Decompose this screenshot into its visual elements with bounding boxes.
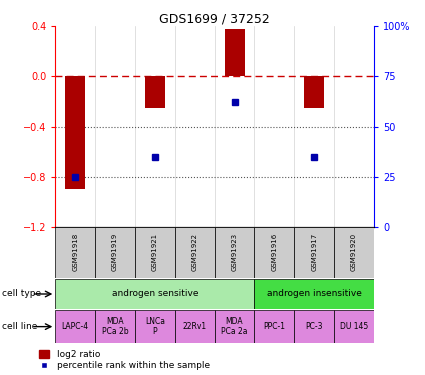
Bar [294,310,334,343]
Text: androgen sensitive: androgen sensitive [112,290,198,298]
Bar [175,227,215,278]
Bar [255,227,294,278]
Bar [135,227,175,278]
Title: GDS1699 / 37252: GDS1699 / 37252 [159,12,270,25]
Bar [55,310,95,343]
Bar [55,279,255,309]
Text: androgen insensitive: androgen insensitive [267,290,362,298]
Bar [175,310,215,343]
Text: LNCa
P: LNCa P [145,317,165,336]
Bar [304,76,324,108]
Text: GSM91922: GSM91922 [192,233,198,271]
Bar [55,227,95,278]
Bar [255,310,294,343]
Bar [215,227,255,278]
Text: cell line: cell line [2,322,37,331]
Bar [334,310,374,343]
Text: GSM91917: GSM91917 [311,233,317,272]
Text: MDA
PCa 2a: MDA PCa 2a [221,317,248,336]
Text: 22Rv1: 22Rv1 [183,322,207,331]
Bar [95,310,135,343]
Text: GSM91918: GSM91918 [72,233,78,272]
Bar [255,279,374,309]
Bar [224,29,244,76]
Bar [215,310,255,343]
Text: LAPC-4: LAPC-4 [62,322,89,331]
Text: GSM91916: GSM91916 [272,233,278,272]
Bar [145,76,165,108]
Bar [334,227,374,278]
Text: cell type: cell type [2,290,41,298]
Text: DU 145: DU 145 [340,322,368,331]
Legend: log2 ratio, percentile rank within the sample: log2 ratio, percentile rank within the s… [39,350,210,370]
Text: GSM91920: GSM91920 [351,233,357,271]
Text: GSM91919: GSM91919 [112,233,118,272]
Bar [65,76,85,189]
Text: GSM91921: GSM91921 [152,233,158,271]
Text: PPC-1: PPC-1 [264,322,286,331]
Text: PC-3: PC-3 [306,322,323,331]
Text: MDA
PCa 2b: MDA PCa 2b [102,317,128,336]
Bar [135,310,175,343]
Bar [294,227,334,278]
Text: GSM91923: GSM91923 [232,233,238,271]
Bar [95,227,135,278]
